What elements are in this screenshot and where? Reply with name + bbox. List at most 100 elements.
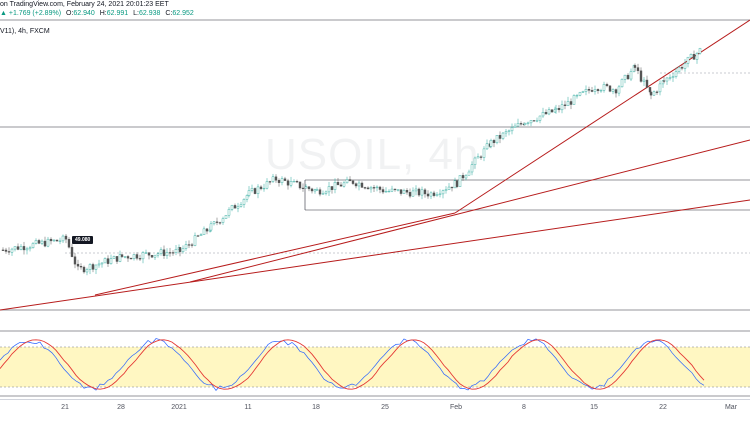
candle-body — [298, 181, 302, 189]
candle-body — [617, 86, 621, 94]
candle-body — [336, 182, 340, 186]
candle-body — [79, 266, 83, 268]
candle-body — [686, 56, 690, 64]
candle-body — [58, 240, 62, 242]
candle-body — [262, 187, 266, 190]
candle-body — [333, 182, 337, 190]
candle-body — [605, 84, 609, 87]
x-tick-15: 15 — [590, 404, 598, 411]
candle-body — [247, 190, 251, 196]
candle-body — [4, 249, 8, 252]
stoch-band — [0, 347, 750, 387]
candle-body — [426, 193, 430, 197]
candle-body — [535, 120, 539, 122]
candle-body — [538, 115, 542, 121]
x-tick-21: 21 — [61, 404, 69, 411]
trendline-steep[interactable] — [454, 19, 750, 214]
candle-body — [64, 235, 68, 240]
candle-body — [150, 255, 154, 258]
candle-body — [321, 193, 325, 195]
candle-body — [441, 190, 445, 195]
candle-body — [129, 258, 133, 260]
candle-body — [476, 156, 480, 159]
candle-body — [10, 248, 14, 253]
trendline-mid[interactable] — [189, 139, 750, 283]
change-value: ▲ +1.769 (+2.89%) — [0, 10, 62, 17]
candle-body — [378, 186, 382, 190]
candle-body — [181, 248, 185, 252]
high-label: H: — [99, 10, 107, 17]
candle-body — [629, 71, 633, 80]
instrument-label: V11), 4h, FXCM — [0, 28, 50, 35]
candle-body — [662, 80, 666, 82]
candle-body — [467, 171, 471, 176]
candle-body — [199, 234, 203, 237]
trendline-long[interactable] — [0, 199, 750, 311]
trendline-lower-start[interactable] — [94, 212, 456, 296]
candle-body — [623, 74, 627, 80]
candle-body — [541, 112, 545, 117]
candle-body — [550, 109, 554, 113]
candle-body — [526, 122, 530, 124]
stoch-k-line — [0, 338, 705, 391]
candle-body — [253, 188, 257, 194]
candle-body — [473, 157, 477, 165]
candle-body — [560, 104, 564, 111]
candle-body — [435, 194, 439, 196]
candle-body — [455, 180, 459, 187]
candle-body — [599, 90, 603, 92]
high-value: 62.991 — [106, 10, 129, 17]
candle-body — [438, 193, 442, 195]
candle-body — [106, 258, 110, 264]
price-tag-49080[interactable]: 49.080 — [72, 236, 94, 244]
candle-body — [327, 186, 331, 193]
candle-body — [553, 109, 557, 113]
candle-body — [458, 175, 462, 187]
candle-body — [221, 218, 225, 223]
candle-body — [215, 221, 219, 223]
x-tick-11: 11 — [244, 404, 252, 411]
candle-body — [16, 246, 20, 250]
candle-body — [479, 156, 483, 158]
candle-body — [345, 179, 349, 184]
candle-body — [695, 53, 699, 60]
candle-body — [304, 186, 308, 189]
candle-body — [242, 199, 246, 205]
candle-body — [578, 92, 582, 96]
candle-body — [46, 238, 50, 247]
candle-body — [271, 176, 275, 182]
candle-body — [405, 190, 409, 193]
open-label: O: — [65, 10, 74, 17]
candle-body — [245, 195, 249, 200]
candle-body — [196, 235, 200, 237]
candle-body — [94, 264, 98, 270]
candle-body — [648, 87, 652, 93]
candle-body — [250, 188, 254, 191]
candle-body — [7, 251, 11, 253]
candle-body — [286, 180, 290, 186]
candle-body — [563, 104, 567, 107]
candle-body — [393, 188, 397, 191]
x-tick-2021: 2021 — [171, 404, 187, 411]
candle-body — [187, 244, 191, 246]
candle-body — [256, 186, 260, 194]
low-value: 62.938 — [138, 10, 161, 17]
candle-body — [283, 178, 287, 181]
candle-body — [417, 188, 421, 196]
candle-body — [120, 254, 124, 257]
candle-body — [103, 258, 107, 264]
candle-body — [67, 239, 71, 248]
candle-body — [642, 79, 646, 82]
candle-body — [680, 67, 684, 69]
candle-body — [375, 186, 379, 189]
candle-body — [620, 79, 624, 88]
candle-body — [420, 189, 424, 196]
open-value: 62.940 — [73, 10, 95, 17]
candle-body — [399, 189, 403, 194]
candle-body — [82, 266, 86, 273]
candle-body — [504, 131, 508, 134]
candle-body — [482, 148, 486, 158]
candle-body — [498, 135, 502, 139]
candle-body — [268, 181, 272, 183]
